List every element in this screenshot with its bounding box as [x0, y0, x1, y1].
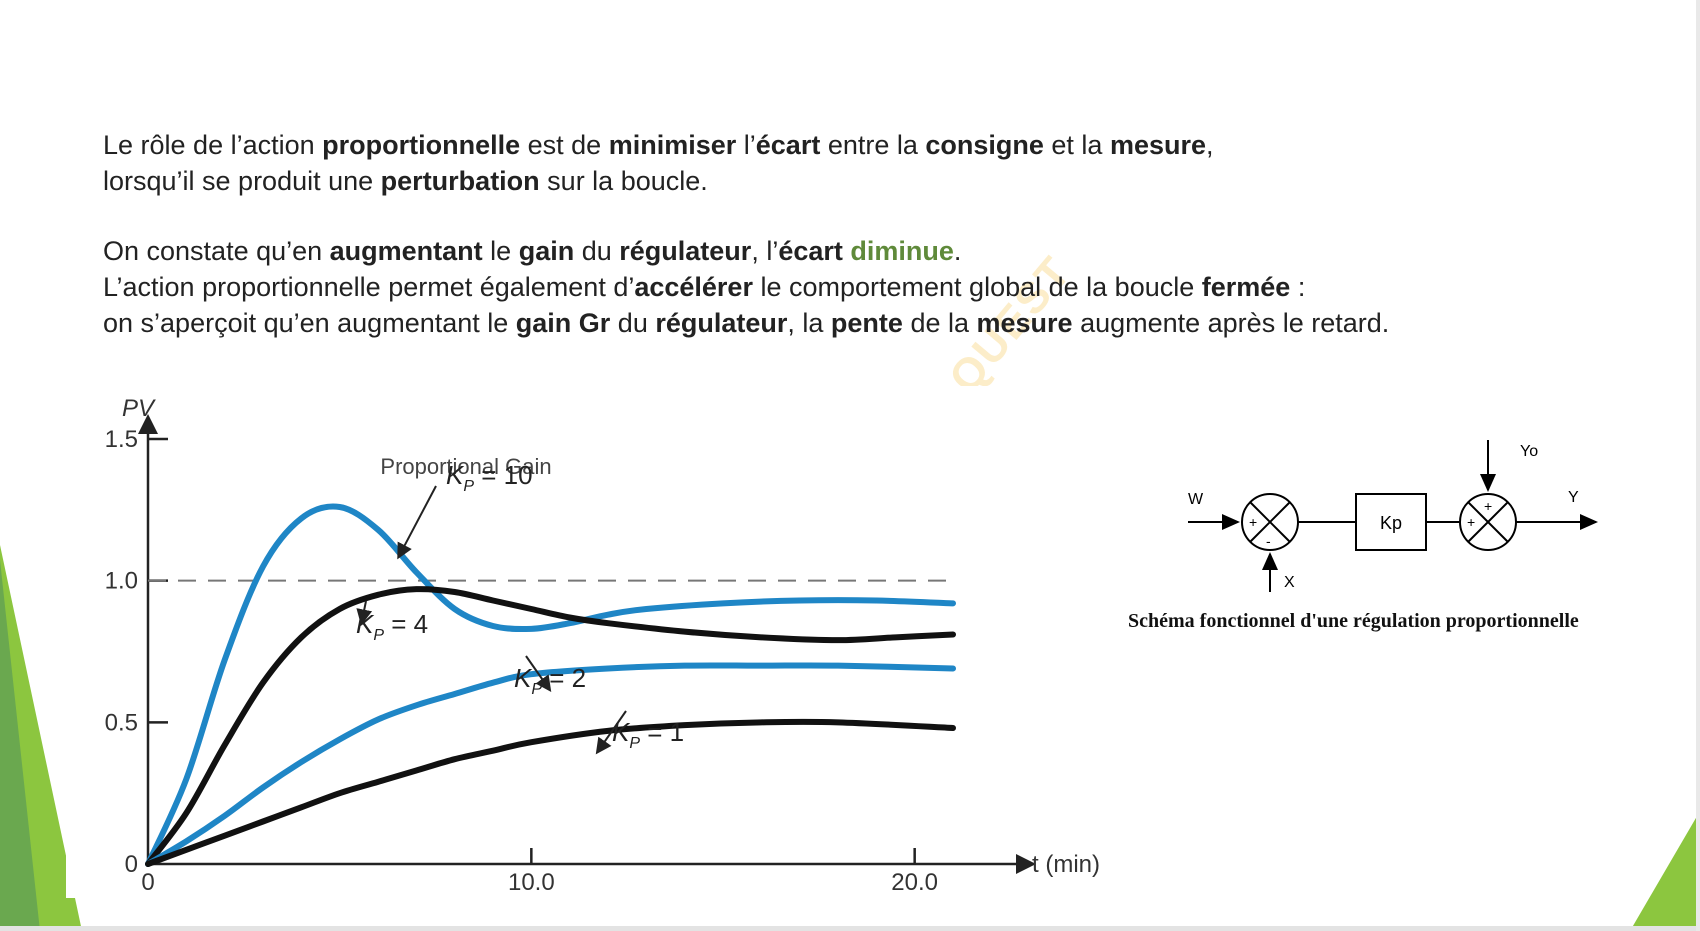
text-run-bold: augmentant	[329, 236, 483, 266]
summing-junction-1: + -	[1241, 493, 1299, 551]
series-line-3	[145, 662, 956, 867]
text-run: l’	[736, 130, 756, 160]
text-run: .	[953, 236, 962, 266]
chart-series	[145, 503, 956, 867]
label-y: Y	[1568, 489, 1579, 506]
proportional-gain-chart: 0 0.5 1.0 1.5 0 10.0 20.0 PV t (min) Proportional…	[66, 386, 1162, 898]
series-label-arrow-4	[595, 710, 627, 755]
chart-svg: 0 0.5 1.0 1.5 0 10.0 20.0 PV t (min) Proportional…	[105, 395, 1100, 896]
text-run-bold: accélérer	[634, 272, 753, 302]
series-label-4: KP = 1	[612, 717, 684, 752]
text-run: Le rôle de l’action	[103, 130, 323, 160]
text-run-bold: mesure	[976, 308, 1073, 338]
text-run-bold: perturbation	[380, 166, 540, 196]
text-run-bold: gain	[518, 236, 575, 266]
text-run: , la	[787, 308, 831, 338]
text-run-bold: gain Gr	[515, 308, 611, 338]
text-run-bold: mesure	[1109, 130, 1207, 160]
sum2-plus-top: +	[1484, 498, 1492, 514]
text-run: du	[574, 236, 620, 266]
block-diagram: W + - X Kp + + Yo Y	[1188, 440, 1598, 592]
text-run-bold: écart	[755, 130, 821, 160]
sum1-plus: +	[1249, 514, 1257, 530]
text-run: le	[482, 236, 519, 266]
line-1: Le rôle de l’action proportionnelle est …	[103, 127, 1214, 163]
x-axis-label: t (min)	[1032, 851, 1100, 878]
text-run-highlight: diminue	[850, 236, 954, 266]
text-run-bold: proportionnelle	[322, 130, 521, 160]
line-3: On constate qu’en augmentant le gain du …	[103, 233, 1389, 269]
text-run: :	[1290, 272, 1306, 302]
chart-labels: KP = 10 KP = 4 KP = 2 KP = 1	[356, 460, 684, 755]
series-label-3: KP = 2	[514, 663, 586, 698]
y-tick-label: 0.5	[105, 709, 138, 736]
text-run: ,	[1206, 130, 1214, 160]
text-run: de la	[902, 308, 977, 338]
series-label-2: KP = 4	[356, 609, 428, 644]
kp-block: Kp	[1355, 493, 1427, 551]
text-run: et la	[1043, 130, 1110, 160]
y-axis-label: PV	[122, 395, 156, 422]
text-run-bold: régulateur	[619, 236, 752, 266]
x-tick-label: 20.0	[891, 869, 938, 896]
series-label-1: KP = 10	[446, 460, 533, 495]
chart-axes: 0 0.5 1.0 1.5 0 10.0 20.0 PV t (min) Proportional…	[105, 395, 1100, 896]
series-line-4	[145, 718, 956, 867]
line-4: L’action proportionnelle permet égalemen…	[103, 269, 1389, 305]
text-run: on s’aperçoit qu’en augmentant le	[103, 308, 516, 338]
bottom-border	[0, 926, 1700, 931]
sum1-minus: -	[1266, 533, 1271, 549]
line-2: lorsqu’il se produit une perturbation su…	[103, 163, 1214, 199]
text-run-bold: consigne	[925, 130, 1044, 160]
summing-junction-2: + +	[1459, 493, 1517, 551]
y-tick-label: 1.0	[105, 568, 138, 595]
text-run-bold: régulateur	[655, 308, 788, 338]
diagram-caption: Schéma fonctionnel d'une régulation prop…	[1128, 610, 1579, 632]
text-run-bold: minimiser	[608, 130, 737, 160]
text-run: entre la	[820, 130, 926, 160]
series-line-2	[145, 586, 956, 867]
series-label-arrow-2	[356, 600, 373, 626]
x-tick-label: 10.0	[508, 869, 555, 896]
chart-title: Proportional Gain	[380, 454, 551, 479]
text-run: , l’	[751, 236, 779, 266]
intro-paragraph: Le rôle de l’action proportionnelle est …	[103, 127, 1214, 199]
text-run: du	[610, 308, 656, 338]
text-run: On constate qu’en	[103, 236, 330, 266]
right-decoration	[1630, 811, 1700, 931]
series-label-arrow-3	[525, 655, 552, 693]
label-yo: Yo	[1520, 443, 1538, 460]
text-run: sur la boucle.	[539, 166, 708, 196]
text-run-bold: écart	[778, 236, 843, 266]
text-run-bold: pente	[830, 308, 903, 338]
y-tick-label: 0	[125, 851, 138, 878]
text-run: lorsqu’il se produit une	[103, 166, 381, 196]
label-x: X	[1284, 574, 1295, 591]
text-run: le comportement global de la boucle	[752, 272, 1202, 302]
text-run: augmente après le retard.	[1072, 308, 1390, 338]
line-5: on s’aperçoit qu’en augmentant le gain G…	[103, 305, 1389, 341]
x-tick-label: 0	[141, 869, 154, 896]
y-tick-label: 1.5	[105, 426, 138, 453]
explanation-paragraph: On constate qu’en augmentant le gain du …	[103, 233, 1389, 341]
kp-label: Kp	[1380, 513, 1402, 533]
text-run: L’action proportionnelle permet égalemen…	[103, 272, 635, 302]
text-run: est de	[520, 130, 609, 160]
label-w: W	[1188, 491, 1204, 508]
series-label-arrow-1	[397, 485, 437, 560]
series-line-1	[145, 503, 956, 867]
right-border	[1696, 0, 1700, 931]
left-decoration	[0, 545, 82, 931]
sum2-plus-left: +	[1467, 514, 1475, 530]
text-run-bold: fermée	[1201, 272, 1291, 302]
